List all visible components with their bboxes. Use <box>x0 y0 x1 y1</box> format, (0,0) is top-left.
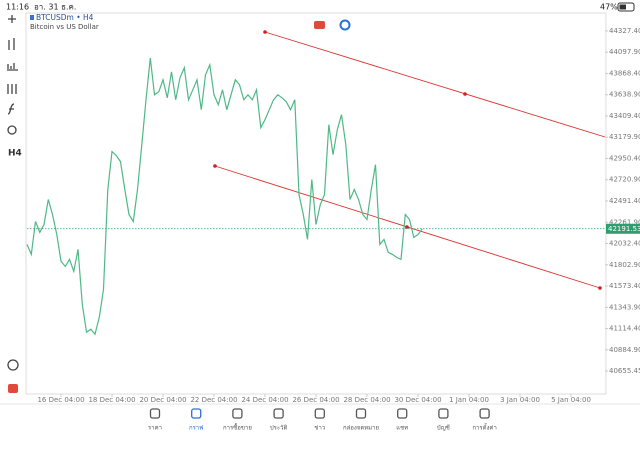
nav-icon <box>191 408 202 419</box>
nav-label: การซื้อขาย <box>223 422 252 432</box>
y-tick-label: 42491.40 <box>609 197 640 205</box>
x-tick-label: 28 Dec 04:00 <box>343 396 390 404</box>
nav-icon <box>479 408 490 419</box>
current-price-label: 42191.53 <box>608 225 640 233</box>
y-tick-label: 41114.40 <box>609 325 640 333</box>
sell-button[interactable] <box>314 21 325 29</box>
x-tick-label: 1 Jan 04:00 <box>449 396 489 404</box>
nav-icon <box>355 408 367 419</box>
nav-label: ประวัติ <box>270 425 288 432</box>
tool-crosshair[interactable] <box>8 15 16 23</box>
nav-item[interactable]: กราฟ <box>189 408 203 432</box>
tool-candles[interactable] <box>8 38 15 50</box>
nav-icon <box>149 408 161 419</box>
y-tick-label: 42720.90 <box>609 176 640 184</box>
chart-frame <box>25 12 607 395</box>
y-tick-label: 44097.90 <box>609 48 640 56</box>
y-tick-label: 43409.40 <box>609 112 640 120</box>
trendline-point[interactable] <box>598 286 602 290</box>
price-line <box>26 57 423 336</box>
x-tick-label: 18 Dec 04:00 <box>88 396 135 404</box>
y-tick-label: 43179.90 <box>609 133 640 141</box>
nav-label: การตั้งค่า <box>472 422 496 432</box>
trendline[interactable] <box>264 31 606 138</box>
trendlines <box>213 30 606 290</box>
nav-item[interactable]: ราคา <box>148 408 162 432</box>
tool-indicators[interactable] <box>7 63 18 71</box>
x-tick-label: 24 Dec 04:00 <box>241 396 288 404</box>
bottom-nav: ราคา กราฟ การซื้อขาย ประวัติ ข่าว กล่องจดหมาย… <box>148 408 497 432</box>
tool-function[interactable] <box>7 103 15 115</box>
y-tick-label: 40884.90 <box>609 346 640 354</box>
y-tick-label: 41573.40 <box>609 282 640 290</box>
nav-icon <box>314 408 325 419</box>
x-tick-label: 20 Dec 04:00 <box>139 396 186 404</box>
timeframe-button[interactable]: H4 <box>8 149 22 159</box>
tool-trade[interactable] <box>8 384 18 393</box>
x-tick-label: 16 Dec 04:00 <box>37 396 84 404</box>
y-tick-label: 44327.40 <box>609 27 640 35</box>
x-tick-label: 5 Jan 04:00 <box>551 396 591 404</box>
x-tick-label: 3 Jan 04:00 <box>500 396 540 404</box>
tool-lines[interactable] <box>7 84 17 94</box>
nav-item[interactable]: การตั้งค่า <box>472 408 497 432</box>
y-tick-label: 42032.40 <box>609 240 640 248</box>
nav-label: ราคา <box>148 425 162 432</box>
y-tick-label: 42261.90 <box>609 218 640 226</box>
nav-icon <box>273 408 284 419</box>
trendline-point[interactable] <box>405 225 409 229</box>
nav-icon <box>438 408 449 419</box>
nav-item[interactable]: ประวัติ <box>270 408 288 432</box>
nav-label: กราฟ <box>189 425 203 432</box>
y-tick-label: 41343.90 <box>609 303 640 311</box>
trendline-point[interactable] <box>213 164 217 168</box>
symbol-icon <box>30 15 34 20</box>
chart-title: BTCUSDm • H4 <box>36 13 94 22</box>
nav-item[interactable]: บัญชี <box>437 408 450 432</box>
trendline-point[interactable] <box>463 92 467 96</box>
nav-item[interactable]: แชท <box>396 408 408 432</box>
status-date: อา. 31 ธ.ค. <box>34 3 76 12</box>
left-toolbar: H4 <box>7 15 22 393</box>
nav-item[interactable]: กล่องจดหมาย <box>343 408 379 432</box>
nav-label: ข่าว <box>314 425 325 432</box>
nav-label: กล่องจดหมาย <box>343 425 379 432</box>
x-tick-label: 22 Dec 04:00 <box>190 396 237 404</box>
tool-shapes[interactable] <box>7 125 17 135</box>
y-tick-label: 40655.45 <box>609 367 640 375</box>
nav-item[interactable]: ข่าว <box>314 408 325 432</box>
nav-label: บัญชี <box>437 424 450 432</box>
battery-icon <box>617 2 635 12</box>
tool-zoom[interactable] <box>7 359 19 371</box>
status-time: 11:16 <box>6 3 29 12</box>
status-battery: 47% <box>600 3 618 12</box>
x-tick-label: 30 Dec 04:00 <box>394 396 441 404</box>
y-tick-label: 41802.90 <box>609 261 640 269</box>
trendline-point[interactable] <box>263 30 267 34</box>
x-tick-label: 26 Dec 04:00 <box>292 396 339 404</box>
chart-subtitle: Bitcoin vs US Dollar <box>30 23 99 31</box>
y-tick-label: 43868.40 <box>609 69 640 77</box>
battery-level <box>619 4 626 10</box>
buy-button[interactable] <box>339 19 351 31</box>
nav-item[interactable]: การซื้อขาย <box>223 408 252 432</box>
nav-icon <box>397 408 408 419</box>
nav-icon <box>232 408 243 419</box>
current-price-box <box>606 223 640 234</box>
nav-label: แชท <box>396 425 408 432</box>
y-tick-label: 43638.90 <box>609 91 640 99</box>
y-tick-label: 42950.40 <box>609 154 640 162</box>
